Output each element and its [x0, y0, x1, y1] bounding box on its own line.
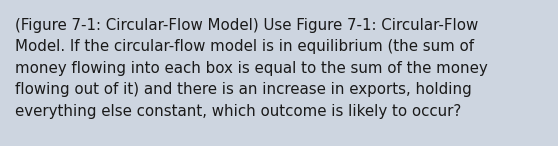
Text: (Figure 7-1: Circular-Flow Model) Use Figure 7-1: Circular-Flow
Model. If the ci: (Figure 7-1: Circular-Flow Model) Use Fi… [15, 18, 487, 119]
